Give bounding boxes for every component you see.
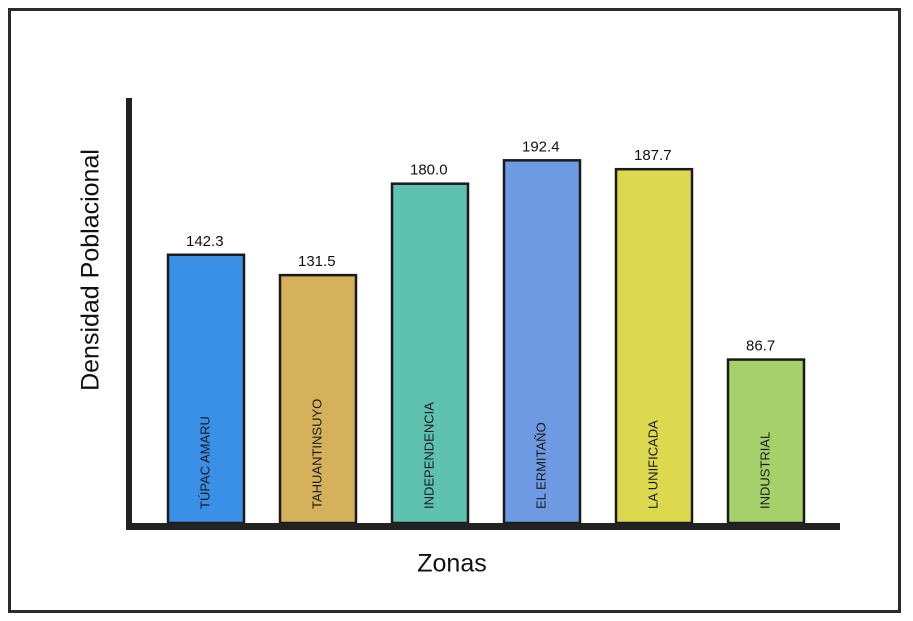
bar-category-label: EL ERMITAÑO <box>533 422 548 509</box>
bar-value-label: 131.5 <box>298 253 336 270</box>
bar-value-label: 142.3 <box>186 233 224 250</box>
y-axis-line <box>126 98 132 530</box>
bar-value-label: 86.7 <box>746 338 775 355</box>
bar-category-label: LA UNIFICADA <box>645 420 660 509</box>
bar-category-label: INDEPENDENCIA <box>421 402 436 509</box>
bar-category-label: TÚPAC AMARU <box>197 416 212 509</box>
x-axis-label: Zonas <box>417 549 487 578</box>
bar <box>278 273 358 525</box>
bar-value-label: 192.4 <box>522 138 560 155</box>
x-axis-line <box>126 523 840 530</box>
bar-value-label: 180.0 <box>410 162 448 179</box>
bar-value-label: 187.7 <box>634 147 672 164</box>
y-axis-label: Densidad Poblacional <box>76 149 105 391</box>
bar <box>390 182 470 525</box>
bar-category-label: INDUSTRIAL <box>757 432 772 509</box>
bar <box>614 167 694 525</box>
bar-category-label: TAHUANTINSUYO <box>309 399 324 509</box>
bar <box>166 253 246 525</box>
